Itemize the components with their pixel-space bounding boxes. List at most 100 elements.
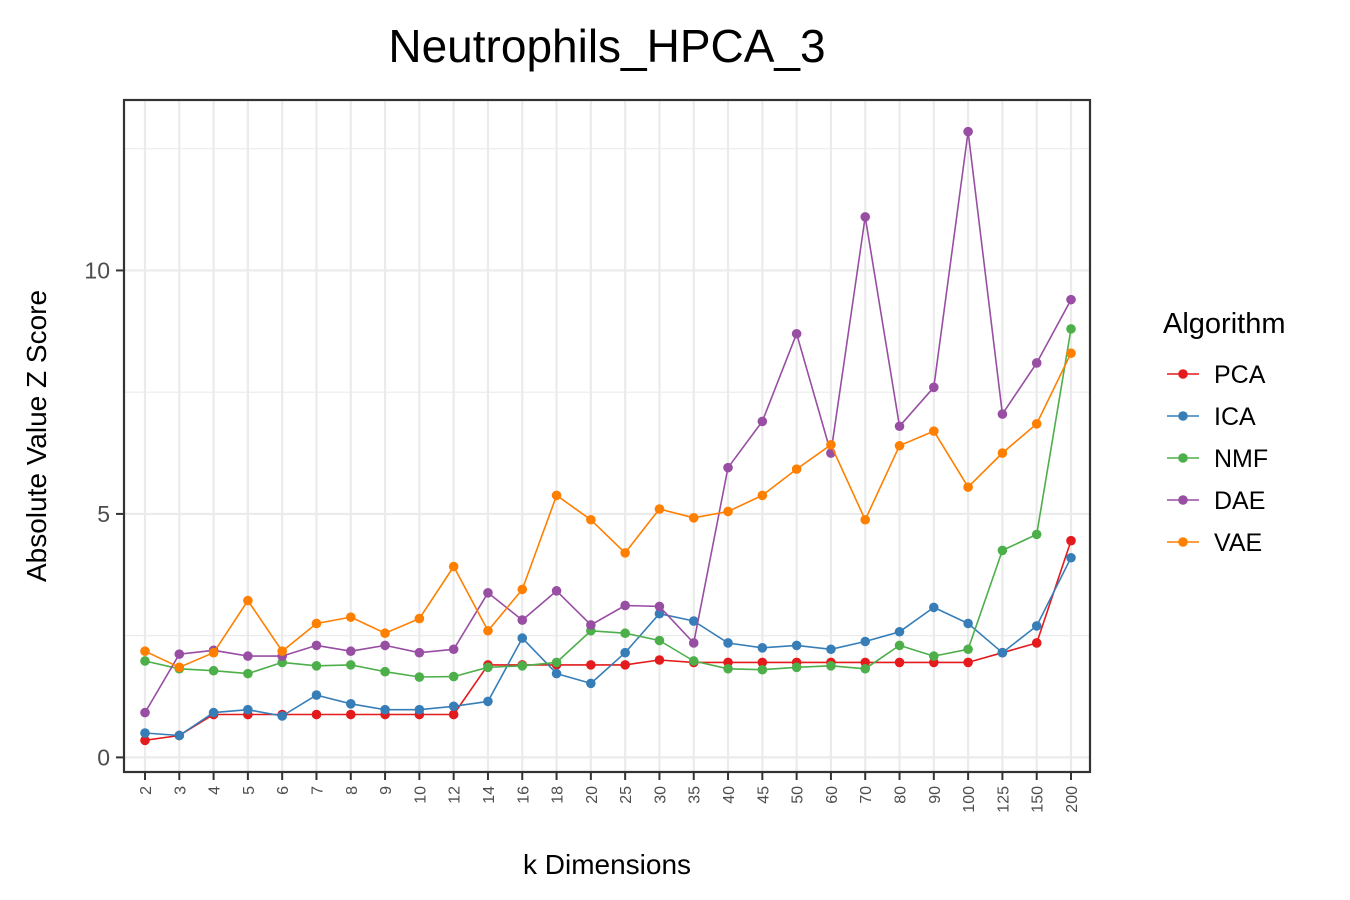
data-point-nmf bbox=[1031, 529, 1042, 540]
data-point-vae bbox=[243, 595, 253, 606]
data-point-vae bbox=[414, 613, 425, 624]
data-point-nmf bbox=[140, 656, 150, 666]
x-tick-label: 25 bbox=[618, 786, 635, 804]
x-tick-label: 2 bbox=[138, 786, 155, 795]
data-point-vae bbox=[654, 504, 665, 514]
data-point-ica bbox=[1031, 621, 1042, 631]
data-point-vae bbox=[826, 439, 836, 450]
data-point-nmf bbox=[380, 666, 390, 677]
data-point-nmf bbox=[1066, 324, 1076, 334]
legend: Algorithm PCA ICA NMF DAE VAE bbox=[1163, 308, 1286, 557]
data-point-ica bbox=[140, 728, 150, 738]
data-point-vae bbox=[311, 618, 322, 629]
data-point-pca bbox=[586, 660, 596, 670]
data-point-nmf bbox=[345, 660, 356, 670]
data-point-dae bbox=[311, 640, 322, 651]
y-tick-label: 5 bbox=[97, 501, 110, 527]
x-tick-label: 18 bbox=[550, 786, 567, 804]
x-tick-label: 125 bbox=[995, 786, 1012, 813]
data-point-vae bbox=[1066, 348, 1076, 359]
x-tick-label: 100 bbox=[961, 786, 978, 813]
x-tick-label: 6 bbox=[275, 786, 292, 795]
data-point-dae bbox=[414, 647, 425, 658]
data-point-vae bbox=[860, 514, 871, 525]
data-point-vae bbox=[277, 646, 287, 657]
data-point-ica bbox=[174, 730, 185, 741]
data-point-vae bbox=[551, 490, 562, 501]
data-point-ica bbox=[483, 696, 493, 707]
data-point-nmf bbox=[929, 651, 939, 661]
data-point-nmf bbox=[963, 644, 973, 655]
data-point-nmf bbox=[757, 664, 768, 675]
x-tick-label: 50 bbox=[790, 786, 807, 804]
data-point-ica bbox=[277, 711, 287, 721]
data-point-dae bbox=[723, 462, 733, 473]
series-line-dae bbox=[144, 130, 1072, 714]
data-point-nmf bbox=[826, 661, 836, 671]
data-point-dae bbox=[654, 601, 665, 612]
data-point-ica bbox=[757, 643, 768, 653]
data-point-nmf bbox=[688, 656, 699, 666]
data-point-pca bbox=[311, 709, 322, 720]
legend-label-ica: ICA bbox=[1214, 403, 1256, 431]
data-point-ica bbox=[311, 690, 322, 700]
legend-key-point-nmf bbox=[1178, 453, 1188, 463]
data-point-dae bbox=[517, 615, 528, 625]
legend-key-point-pca bbox=[1178, 369, 1188, 379]
data-point-vae bbox=[963, 482, 973, 492]
data-point-nmf bbox=[791, 662, 802, 673]
data-point-nmf bbox=[894, 640, 905, 651]
x-tick-label: 60 bbox=[824, 786, 841, 804]
x-tick-label: 16 bbox=[515, 786, 532, 804]
data-point-vae bbox=[448, 561, 459, 572]
data-point-vae bbox=[1031, 419, 1042, 429]
x-tick-label: 80 bbox=[893, 786, 910, 804]
data-point-vae bbox=[723, 506, 733, 517]
data-point-vae bbox=[929, 426, 939, 436]
legend-label-nmf: NMF bbox=[1214, 445, 1268, 473]
data-point-vae bbox=[620, 548, 630, 558]
data-point-vae bbox=[757, 490, 768, 501]
data-point-dae bbox=[551, 586, 562, 596]
data-point-nmf bbox=[243, 668, 253, 679]
legend-key-point-dae bbox=[1178, 495, 1188, 505]
data-point-ica bbox=[517, 633, 528, 643]
data-point-pca bbox=[757, 657, 768, 668]
x-tick-label: 12 bbox=[447, 786, 464, 804]
data-point-nmf bbox=[654, 635, 665, 646]
legend-key-point-vae bbox=[1178, 537, 1188, 547]
data-point-dae bbox=[586, 620, 596, 630]
y-tick-label: 10 bbox=[84, 257, 110, 283]
data-point-pca bbox=[963, 657, 973, 668]
data-point-vae bbox=[483, 625, 493, 636]
data-point-vae bbox=[894, 440, 905, 451]
x-tick-label: 70 bbox=[858, 786, 875, 804]
data-point-nmf bbox=[551, 657, 562, 668]
data-point-ica bbox=[997, 647, 1008, 658]
data-point-vae bbox=[140, 646, 150, 657]
x-tick-label: 3 bbox=[172, 786, 189, 795]
data-point-pca bbox=[140, 735, 150, 746]
data-point-ica bbox=[448, 701, 459, 712]
data-point-nmf bbox=[208, 665, 219, 676]
legend-label-vae: VAE bbox=[1214, 529, 1262, 557]
data-point-ica bbox=[208, 707, 219, 718]
legend-title: Algorithm bbox=[1163, 308, 1286, 340]
data-point-pca bbox=[894, 657, 905, 668]
series-layer bbox=[140, 126, 1076, 746]
data-point-ica bbox=[929, 602, 939, 613]
gridlines bbox=[124, 100, 1090, 772]
data-point-nmf bbox=[620, 628, 630, 639]
data-point-dae bbox=[894, 421, 905, 432]
x-tick-label: 5 bbox=[241, 786, 258, 795]
data-point-pca bbox=[1066, 535, 1076, 546]
data-point-ica bbox=[620, 647, 630, 658]
x-tick-label: 35 bbox=[687, 786, 704, 804]
x-tick-label: 7 bbox=[309, 786, 326, 795]
series-line-ica bbox=[144, 557, 1072, 737]
data-point-ica bbox=[345, 699, 356, 709]
data-point-ica bbox=[860, 636, 871, 647]
x-tick-label: 14 bbox=[481, 786, 498, 804]
x-tick-label: 9 bbox=[378, 786, 395, 795]
data-point-nmf bbox=[483, 662, 493, 673]
